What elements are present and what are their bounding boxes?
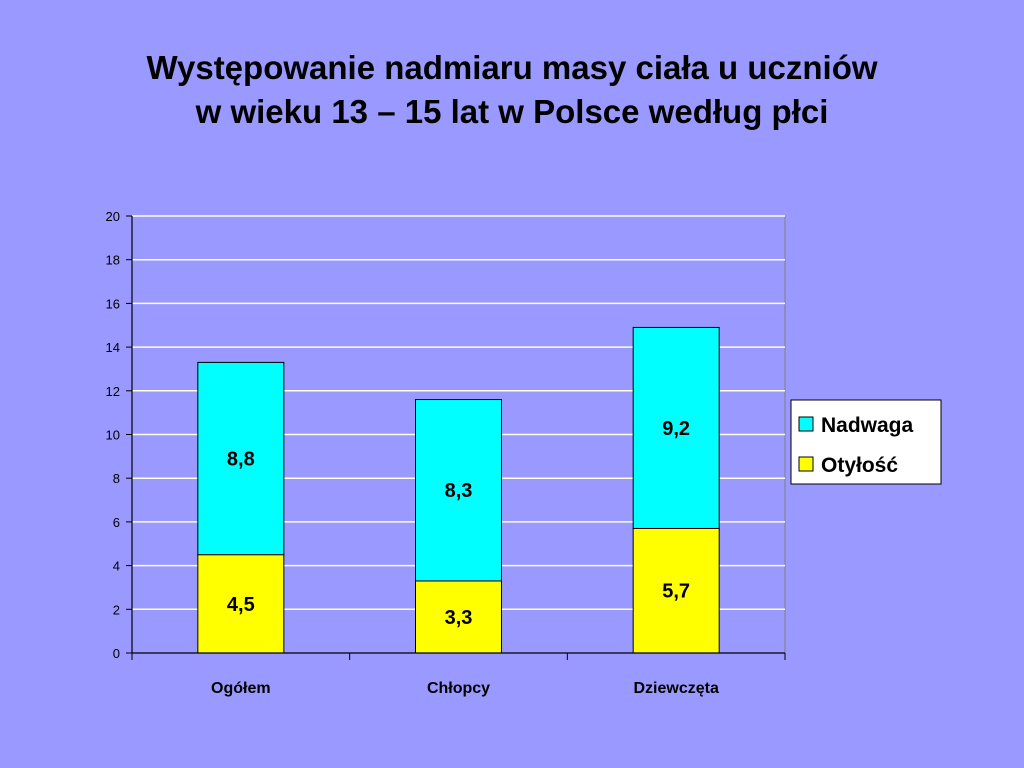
- y-tick-label: 6: [113, 515, 120, 530]
- data-label: 5,7: [662, 581, 690, 603]
- y-tick-label: 8: [113, 471, 120, 486]
- bar-segment-otyłość: [197, 554, 285, 654]
- data-label: 9,2: [662, 418, 690, 440]
- y-tick-label: 10: [106, 428, 120, 443]
- chart-title: Występowanie nadmiaru masy ciała u uczni…: [0, 46, 1024, 134]
- title-line-1: Występowanie nadmiaru masy ciała u uczni…: [146, 49, 878, 86]
- legend-entry-label: Otyłość: [821, 454, 898, 477]
- x-category-label: Ogółem: [211, 680, 271, 697]
- axes: 0 2 4 6 8 10 12 14 16 18 20 Ogółem Chłopcy Dziewczęta: [106, 209, 786, 697]
- y-tick-label: 20: [106, 209, 120, 224]
- data-label: 3,3: [445, 607, 473, 629]
- legend: Nadwaga Otyłość: [790, 399, 942, 485]
- y-tick-label: 4: [113, 559, 120, 574]
- bars: 4,5 8,8 3,3 8,3 5,7 9,2: [197, 326, 720, 654]
- legend-entry-label: Nadwaga: [821, 414, 914, 437]
- data-label: 4,5: [227, 594, 255, 616]
- legend-swatch: [798, 456, 814, 472]
- title-line-2: w wieku 13 – 15 lat w Polsce według płci: [195, 93, 829, 130]
- y-tick-label: 0: [113, 646, 120, 661]
- y-tick-label: 18: [106, 253, 120, 268]
- y-tick-label: 16: [106, 296, 120, 311]
- data-label: 8,8: [227, 449, 255, 471]
- legend-box: [790, 399, 942, 485]
- y-tick-label: 14: [106, 340, 120, 355]
- x-category-label: Dziewczęta: [633, 680, 718, 697]
- y-tick-label: 12: [106, 384, 120, 399]
- legend-swatch: [798, 416, 814, 432]
- bar-segment-nadwaga: [197, 361, 285, 556]
- bar-segment-nadwaga: [632, 326, 720, 529]
- x-category-label: Chłopcy: [427, 680, 490, 697]
- data-label: 8,3: [445, 480, 473, 502]
- bar-segment-nadwaga: [415, 399, 502, 582]
- y-tick-label: 2: [113, 602, 120, 617]
